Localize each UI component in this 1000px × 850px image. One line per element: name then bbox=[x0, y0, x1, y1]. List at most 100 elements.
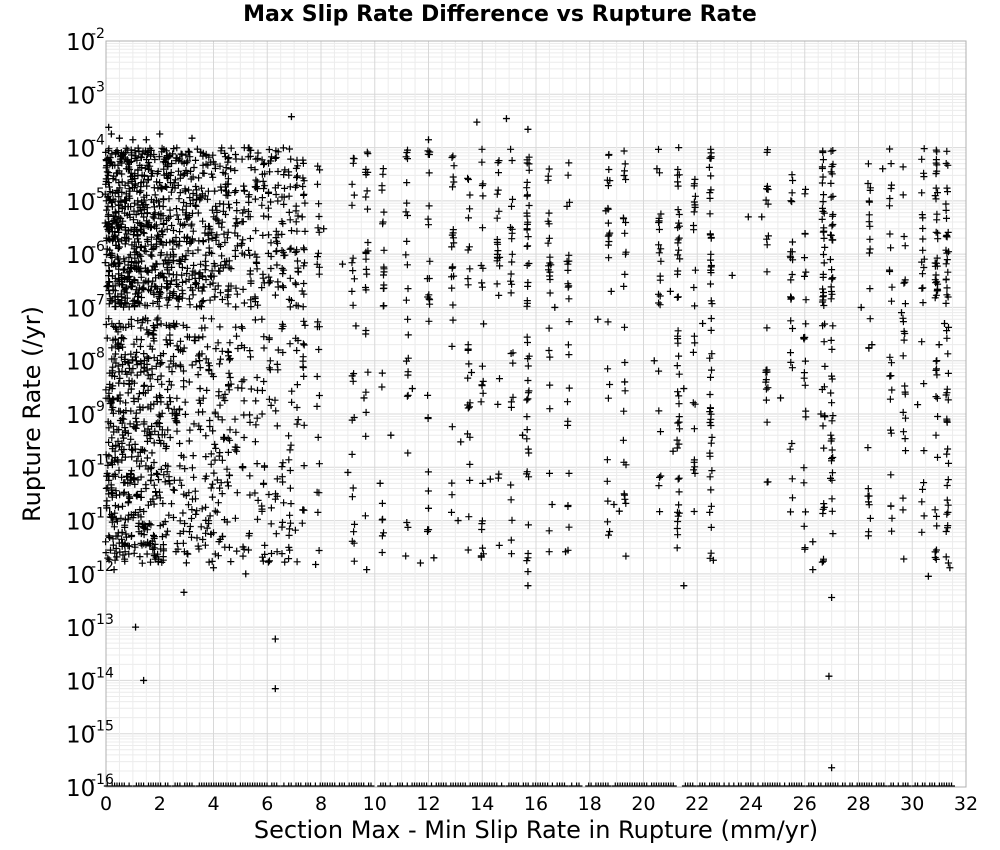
data-point bbox=[207, 530, 215, 538]
data-point bbox=[669, 447, 677, 455]
data-point bbox=[118, 528, 126, 536]
y-tick-label: 10 bbox=[66, 296, 95, 322]
x-tick-label: 24 bbox=[739, 793, 763, 815]
y-tick-exponent: -14 bbox=[91, 665, 114, 681]
data-point bbox=[344, 468, 352, 476]
data-point bbox=[352, 322, 360, 330]
data-point bbox=[809, 566, 817, 574]
data-point bbox=[828, 594, 836, 601]
x-tick-label: 0 bbox=[100, 793, 112, 815]
data-point bbox=[610, 501, 618, 509]
data-point bbox=[932, 546, 940, 554]
y-tick-label: 10 bbox=[66, 510, 95, 536]
data-point bbox=[602, 207, 610, 215]
data-point bbox=[298, 213, 306, 221]
data-point bbox=[156, 130, 164, 138]
y-tick-label: 10 bbox=[66, 83, 95, 109]
y-tick-exponent: -6 bbox=[91, 239, 105, 255]
y-tick-label: 10 bbox=[66, 723, 95, 749]
data-point bbox=[868, 341, 876, 349]
data-point bbox=[680, 582, 688, 590]
x-tick-label: 4 bbox=[207, 793, 219, 815]
grid-lines bbox=[105, 41, 967, 788]
data-point bbox=[102, 549, 110, 557]
data-point bbox=[258, 315, 266, 323]
data-point bbox=[562, 548, 570, 556]
data-point bbox=[817, 410, 825, 418]
data-point bbox=[828, 764, 836, 772]
data-point bbox=[107, 130, 115, 138]
data-point bbox=[430, 554, 438, 562]
data-point bbox=[707, 266, 715, 274]
data-point bbox=[924, 572, 932, 580]
data-point bbox=[941, 319, 948, 327]
data-point bbox=[425, 504, 432, 512]
data-point bbox=[339, 260, 346, 268]
data-point bbox=[787, 294, 795, 302]
y-tick-label: 10 bbox=[66, 456, 95, 482]
x-tick-label: 16 bbox=[524, 793, 548, 815]
data-point bbox=[158, 533, 166, 541]
data-point bbox=[360, 394, 368, 402]
data-point bbox=[709, 556, 717, 564]
y-tick-exponent: -13 bbox=[91, 612, 114, 628]
data-point bbox=[809, 538, 817, 546]
y-tick-label: 10 bbox=[66, 616, 95, 642]
data-point bbox=[239, 543, 247, 551]
data-point bbox=[879, 165, 887, 173]
y-tick-label: 10 bbox=[66, 776, 95, 802]
data-point bbox=[728, 271, 736, 279]
x-tick-label: 22 bbox=[685, 793, 709, 815]
y-tick-exponent: -4 bbox=[91, 133, 105, 149]
y-tick-label: 10 bbox=[66, 350, 95, 376]
y-tick-label: 10 bbox=[66, 190, 95, 216]
y-tick-exponent: -15 bbox=[91, 719, 114, 735]
data-point bbox=[387, 431, 395, 439]
data-point bbox=[180, 588, 188, 596]
y-tick-label: 10 bbox=[66, 403, 95, 429]
y-tick-exponent: -11 bbox=[91, 506, 114, 522]
data-point bbox=[110, 566, 118, 574]
data-point bbox=[758, 213, 766, 221]
data-point bbox=[551, 303, 559, 311]
y-tick-exponent: -3 bbox=[91, 79, 105, 95]
x-tick-label: 2 bbox=[154, 793, 166, 815]
x-tick-label: 32 bbox=[954, 793, 978, 815]
data-point bbox=[777, 394, 785, 402]
data-point bbox=[548, 501, 556, 509]
plot-border bbox=[105, 40, 967, 788]
x-axis-label: Section Max - Min Slip Rate in Rupture (… bbox=[253, 816, 819, 844]
y-tick-exponent: -2 bbox=[91, 26, 105, 42]
x-tick-label: 30 bbox=[900, 793, 924, 815]
data-point bbox=[457, 438, 465, 446]
y-tick-exponent: -12 bbox=[91, 559, 114, 575]
chart-title: Max Slip Rate Difference vs Rupture Rate bbox=[243, 2, 757, 27]
data-point bbox=[468, 369, 475, 377]
y-tick-exponent: -8 bbox=[91, 346, 105, 362]
point-cloud bbox=[101, 144, 955, 787]
data-point bbox=[825, 672, 833, 680]
y-tick-exponent: -16 bbox=[91, 772, 114, 788]
data-point bbox=[650, 357, 658, 365]
data-point bbox=[857, 303, 865, 311]
dense-point-clusters bbox=[101, 144, 955, 787]
data-point bbox=[188, 134, 196, 142]
y-tick-exponent: -7 bbox=[91, 292, 105, 308]
data-point bbox=[914, 401, 922, 409]
data-point bbox=[607, 287, 615, 295]
data-point bbox=[946, 564, 954, 572]
data-point bbox=[454, 517, 462, 525]
data-point bbox=[210, 564, 217, 572]
x-tick-label: 10 bbox=[363, 793, 387, 815]
x-tick-label: 8 bbox=[315, 793, 327, 815]
x-tick-label: 18 bbox=[578, 793, 602, 815]
data-point bbox=[408, 385, 416, 393]
data-point bbox=[666, 287, 674, 295]
y-axis-label: Rupture Rate (/yr) bbox=[18, 306, 46, 522]
data-point bbox=[486, 475, 494, 483]
data-point bbox=[519, 431, 527, 439]
data-point bbox=[363, 566, 371, 574]
y-axis-ticks: 10-1610-1510-1410-1310-1210-1110-1010-91… bbox=[66, 26, 114, 802]
data-point bbox=[320, 225, 328, 233]
